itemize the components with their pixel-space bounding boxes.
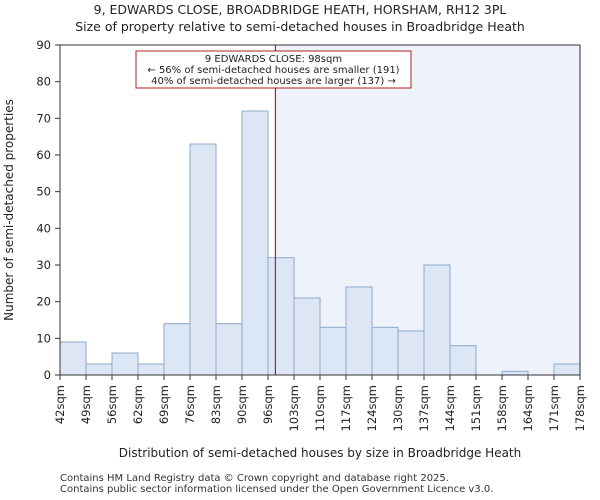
y-tick-label: 30 — [36, 258, 51, 272]
bar-144sqm — [449, 345, 477, 376]
x-tick-label: 103sqm — [287, 385, 301, 431]
x-tick-label: 110sqm — [313, 385, 327, 431]
x-tick-label: 158sqm — [495, 385, 509, 431]
histogram-chart: 0 10 20 30 40 50 60 70 80 90 42sqm 49sqm 56sqm 62sqm 6… — [2, 38, 587, 460]
bar-42sqm — [59, 341, 87, 376]
bar-110sqm — [319, 326, 347, 376]
bar-62sqm — [137, 363, 165, 376]
bar-56sqm — [111, 352, 139, 376]
x-tick-label: 151sqm — [469, 385, 483, 431]
y-tick-label: 0 — [44, 368, 51, 382]
x-tick-label: 130sqm — [391, 385, 405, 431]
y-tick-label: 40 — [36, 221, 51, 235]
x-tick-label: 96sqm — [261, 385, 275, 424]
bar-171sqm — [553, 363, 581, 376]
x-tick-label: 56sqm — [105, 385, 119, 424]
bar-90sqm — [241, 110, 269, 376]
footer-line-2: Contains public sector information licen… — [60, 484, 494, 495]
bar-130sqm — [397, 330, 425, 376]
x-tick-label: 124sqm — [365, 385, 379, 431]
bar-158sqm — [501, 370, 529, 376]
y-tick-label: 90 — [36, 38, 51, 52]
bar-96sqm — [267, 257, 295, 376]
x-tick-label: 90sqm — [235, 385, 249, 424]
x-tick-label: 83sqm — [209, 385, 223, 424]
y-axis-label: Number of semi-detached properties — [2, 99, 16, 321]
bar-76sqm — [189, 143, 217, 376]
bar-103sqm — [293, 297, 321, 376]
bar-83sqm — [215, 323, 243, 376]
x-tick-label: 69sqm — [157, 385, 171, 424]
annotation-larger: 40% of semi-detached houses are larger (… — [151, 76, 396, 87]
x-tick-label: 164sqm — [521, 385, 535, 431]
annotation-box — [135, 50, 412, 89]
y-tick-label: 10 — [36, 331, 51, 345]
x-tick-label: 62sqm — [131, 385, 145, 424]
bar-69sqm — [163, 323, 191, 376]
footer-line-1: Contains HM Land Registry data © Crown c… — [60, 473, 449, 484]
bar-49sqm — [85, 363, 113, 376]
x-tick-label: 178sqm — [573, 385, 587, 431]
y-tick-label: 70 — [36, 111, 51, 125]
x-axis-label: Distribution of semi-detached houses by … — [119, 446, 522, 460]
bar-117sqm — [345, 286, 373, 376]
y-tick-label: 60 — [36, 148, 51, 162]
x-tick-label: 49sqm — [79, 385, 93, 424]
x-tick-label: 171sqm — [547, 385, 561, 431]
x-tick-label: 144sqm — [443, 385, 457, 431]
x-tick-label: 42sqm — [53, 385, 67, 424]
y-tick-label: 50 — [36, 185, 51, 199]
annotation-title: 9 EDWARDS CLOSE: 98sqm — [205, 54, 342, 65]
x-tick-label: 76sqm — [183, 385, 197, 424]
x-tick-label: 117sqm — [339, 385, 353, 431]
y-tick-label: 80 — [36, 75, 51, 89]
y-tick-label: 20 — [36, 295, 51, 309]
chart-subtitle: Size of property relative to semi-detach… — [75, 19, 525, 34]
bar-137sqm — [423, 264, 451, 376]
bar-124sqm — [371, 326, 399, 376]
chart-title: 9, EDWARDS CLOSE, BROADBRIDGE HEATH, HOR… — [93, 2, 507, 17]
x-tick-label: 137sqm — [417, 385, 431, 431]
annotation-smaller: ← 56% of semi-detached houses are smalle… — [147, 65, 399, 76]
